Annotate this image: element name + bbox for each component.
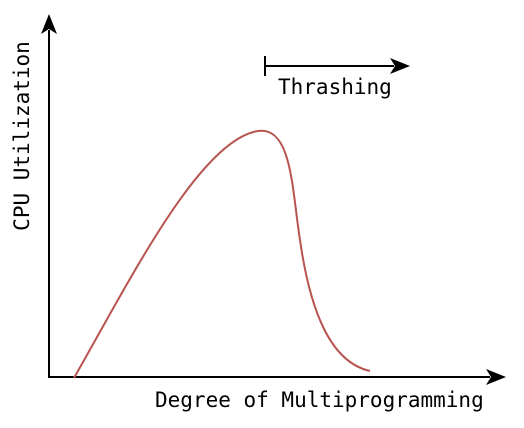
y-axis-arrowhead	[41, 14, 57, 34]
x-axis-label: Degree of Multiprogramming	[155, 388, 484, 412]
thrashing-arrowhead	[390, 58, 410, 74]
x-axis-arrowhead	[486, 369, 506, 385]
utilization-curve	[73, 129, 371, 379]
y-axis-label: CPU Utilization	[10, 41, 34, 231]
thrashing-label: Thrashing	[278, 75, 392, 99]
